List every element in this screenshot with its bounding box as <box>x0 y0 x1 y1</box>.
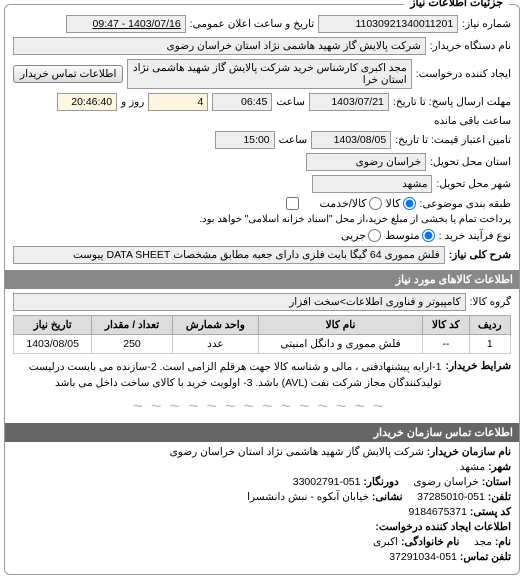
validity-label: تامین اعتبار قیمت: تا تاریخ: <box>395 134 511 146</box>
conditions-label: شرایط خریدار: <box>445 360 511 372</box>
info-phone: تلفن: 051-37285010 نشانی: خیابان آبکوه -… <box>13 491 511 503</box>
col-code: کد کالا <box>423 316 470 335</box>
cell-qty: 250 <box>92 335 172 354</box>
subject-type-label: طبقه بندی موضوعی: <box>420 198 511 210</box>
cell-row: 1 <box>469 335 510 354</box>
info-postal-label: کد پستی: <box>470 506 511 518</box>
info-name-value: مجد <box>474 536 492 548</box>
info-prefix-label: دورنگار: <box>363 476 398 488</box>
validity-time-field: 15:00 <box>215 131 275 149</box>
info-postal-value: 9184675371 <box>409 506 467 518</box>
table-row: 1 -- فلش مموری و دانگل امنیتی عدد 250 14… <box>14 335 511 354</box>
desc-field: فلش مموری 64 گیگا بایت فلزی دارای جعبه م… <box>13 246 445 264</box>
buyer-org-label: نام دستگاه خریدار: <box>430 40 511 52</box>
radio-medium-label: جزیی <box>341 229 366 242</box>
exec-city-field: مشهد <box>312 175 432 193</box>
announce-field: 1403/07/16 - 09:47 <box>66 15 186 33</box>
info-name: نام: مجد نام خانوادگی: اکبری <box>13 536 511 548</box>
deadline-time-field: 06:45 <box>212 93 272 111</box>
group-field: کامپیوتر و فناوری اطلاعات>سخت افزار <box>13 293 466 311</box>
info-phone2: تلفن تماس: 051-37291034 <box>13 551 511 563</box>
creator2-header: اطلاعات ایجاد کننده درخواست: <box>13 521 511 533</box>
info-phone2-label: تلفن تماس: <box>460 551 511 563</box>
creator-label: ایجاد کننده درخواست: <box>416 68 511 80</box>
info-state: استان: خراسان رضوی دورنگار: 051-33002791 <box>13 476 511 488</box>
info-phone-label: تلفن: <box>488 491 511 503</box>
info-postal: کد پستی: 9184675371 <box>13 506 511 518</box>
radio-goods-label: کالا <box>386 197 401 210</box>
cell-code: -- <box>423 335 470 354</box>
buyer-org-field: شرکت پالایش گاز شهید هاشمی نژاد استان خر… <box>13 37 426 55</box>
panel-title: جزئیات اطلاعات نیاز <box>404 0 509 9</box>
conditions-text: 1-ارایه پیشنهادفنی ، مالی و شناسه کالا ج… <box>13 360 441 392</box>
radio-goods-item[interactable]: کالا <box>386 197 416 210</box>
details-panel: جزئیات اطلاعات نیاز شماره نیاز: 11030921… <box>4 4 520 575</box>
contact-header: اطلاعات تماس سازمان خریدار <box>5 423 519 442</box>
announce-label: تاریخ و ساعت اعلان عمومی: <box>190 18 314 30</box>
col-name: نام کالا <box>259 316 423 335</box>
request-no-label: شماره نیاز: <box>462 18 511 30</box>
radio-medium-item[interactable]: جزیی <box>341 229 381 242</box>
radio-goods[interactable] <box>403 197 416 210</box>
info-prefix-value: 051-33002791 <box>293 476 361 488</box>
info-phone-value: 051-37285010 <box>417 491 485 503</box>
time-label-2: ساعت <box>279 134 308 146</box>
radio-medium[interactable] <box>368 229 381 242</box>
radio-small-item[interactable]: متوسط <box>385 229 435 242</box>
request-no-field: 11030921340011201 <box>318 15 458 33</box>
col-date: تاریخ نیاز <box>14 316 92 335</box>
info-phone2-value: 051-37291034 <box>389 551 457 563</box>
info-org-label: نام سازمان خریدار: <box>427 446 511 458</box>
payment-cb-label: پرداخت تمام یا بخشی از مبلغ خرید،از محل … <box>199 214 511 225</box>
cell-unit: عدد <box>172 335 258 354</box>
time-label-1: ساعت <box>276 96 305 108</box>
goods-header: اطلاعات کالاهای مورد نیاز <box>5 270 519 289</box>
info-city-value: مشهد <box>460 461 485 473</box>
info-org-value: شرکت پالایش گاز شهید هاشمی نژاد استان خر… <box>170 446 424 458</box>
goods-table: ردیف کد کالا نام کالا واحد شمارش تعداد /… <box>13 315 511 354</box>
group-label: گروه کالا: <box>470 296 511 308</box>
payment-checkbox[interactable] <box>286 197 299 210</box>
info-address-value: خیابان آبکوه - نبش دانشسرا <box>247 491 369 503</box>
info-city: شهر: مشهد <box>13 461 511 473</box>
info-family-value: اکبری <box>373 536 398 548</box>
col-unit: واحد شمارش <box>172 316 258 335</box>
info-address-label: نشانی: <box>372 491 403 503</box>
radio-small[interactable] <box>422 229 435 242</box>
buy-type-label: نوع فرآیند خرید : <box>439 230 511 242</box>
deadline-date-field: 1403/07/21 <box>309 93 389 111</box>
info-name-label: نام: <box>495 536 511 548</box>
info-city-label: شهر: <box>488 461 511 473</box>
radio-service-label: کالا/خدمت <box>319 197 366 210</box>
remain-suffix-label: ساعت باقی مانده <box>434 115 511 127</box>
exec-state-label: استان محل تحویل: <box>430 156 511 168</box>
days-and-label: روز و <box>121 96 144 108</box>
remain-days-field: 4 <box>148 93 208 111</box>
col-row: ردیف <box>469 316 510 335</box>
col-qty: تعداد / مقدار <box>92 316 172 335</box>
exec-state-field: خراسان رضوی <box>306 153 426 171</box>
radio-service[interactable] <box>369 197 382 210</box>
info-org: نام سازمان خریدار: شرکت پالایش گاز شهید … <box>13 446 511 458</box>
info-state-label: استان: <box>482 476 511 488</box>
info-state-value: خراسان رضوی <box>413 476 478 488</box>
separator: ~~~~~~~~~~~~~~ <box>13 396 511 417</box>
radio-service-item[interactable]: کالا/خدمت <box>319 197 381 210</box>
cell-name: فلش مموری و دانگل امنیتی <box>259 335 423 354</box>
contact-button[interactable]: اطلاعات تماس خریدار <box>13 65 123 83</box>
cell-date: 1403/08/05 <box>14 335 92 354</box>
validity-date-field: 1403/08/05 <box>311 131 391 149</box>
exec-city-label: شهر محل تحویل: <box>436 178 511 190</box>
table-header-row: ردیف کد کالا نام کالا واحد شمارش تعداد /… <box>14 316 511 335</box>
creator-field: مجد اکبری کارشناس خرید شرکت پالایش گاز ش… <box>127 59 411 89</box>
info-family-label: نام خانوادگی: <box>401 536 459 548</box>
deadline-label: مهلت ارسال پاسخ: تا تاریخ: <box>393 96 511 108</box>
radio-small-label: متوسط <box>385 229 420 242</box>
remain-time-field: 20:46:40 <box>57 93 117 111</box>
desc-label: شرح کلی نیاز: <box>449 249 511 261</box>
